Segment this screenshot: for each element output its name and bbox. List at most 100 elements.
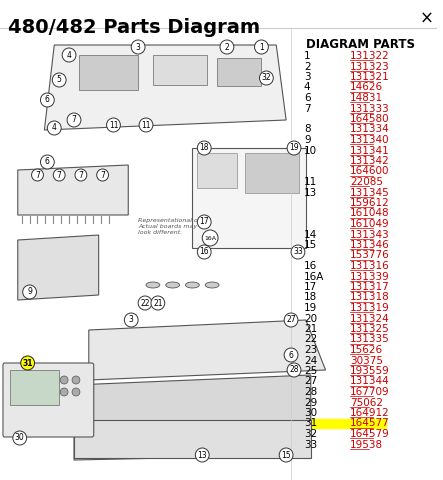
Text: 33: 33: [293, 248, 303, 256]
Text: 131321: 131321: [350, 72, 390, 82]
Text: 21: 21: [153, 299, 163, 308]
Text: 18: 18: [304, 292, 317, 302]
Text: 18: 18: [199, 144, 209, 153]
Ellipse shape: [166, 282, 179, 288]
Text: 131318: 131318: [350, 292, 390, 302]
Ellipse shape: [186, 282, 199, 288]
Text: 21: 21: [304, 324, 317, 334]
Text: 7: 7: [35, 170, 40, 180]
Circle shape: [197, 141, 211, 155]
Text: 131346: 131346: [350, 240, 390, 250]
Text: 15: 15: [281, 451, 291, 459]
Text: 22085: 22085: [350, 177, 383, 187]
Text: 131340: 131340: [350, 135, 390, 145]
Text: 19: 19: [289, 144, 299, 153]
Text: 7: 7: [100, 170, 105, 180]
Text: 14831: 14831: [350, 93, 383, 103]
Circle shape: [260, 71, 273, 85]
Circle shape: [60, 388, 68, 396]
Circle shape: [72, 376, 80, 384]
Circle shape: [291, 245, 305, 259]
Text: 14626: 14626: [350, 83, 383, 93]
Circle shape: [67, 113, 81, 127]
Circle shape: [60, 376, 68, 384]
Text: 6: 6: [289, 350, 294, 360]
Text: 9: 9: [27, 288, 32, 297]
Polygon shape: [18, 235, 99, 300]
Text: 164579: 164579: [350, 429, 390, 439]
Text: 7: 7: [72, 116, 77, 124]
FancyBboxPatch shape: [217, 58, 261, 86]
Circle shape: [139, 118, 153, 132]
Text: 1: 1: [259, 43, 264, 51]
Text: 131345: 131345: [350, 188, 390, 197]
Text: 28: 28: [304, 387, 317, 397]
Text: 27: 27: [286, 315, 296, 324]
Circle shape: [97, 169, 109, 181]
Circle shape: [23, 285, 36, 299]
Polygon shape: [18, 165, 128, 215]
Text: 30375: 30375: [350, 356, 383, 365]
Text: 13: 13: [304, 188, 317, 197]
Circle shape: [287, 363, 301, 377]
Text: 33: 33: [304, 440, 317, 449]
Text: 131333: 131333: [350, 104, 390, 113]
Text: 16A: 16A: [304, 272, 324, 281]
Text: 11: 11: [141, 120, 151, 130]
Text: 31: 31: [23, 359, 33, 368]
Text: 164577: 164577: [350, 419, 390, 429]
Circle shape: [197, 245, 211, 259]
Text: 2: 2: [225, 43, 229, 51]
Text: 131324: 131324: [350, 313, 390, 324]
Circle shape: [284, 313, 298, 327]
FancyBboxPatch shape: [79, 55, 138, 90]
Ellipse shape: [205, 282, 219, 288]
Text: 17: 17: [199, 217, 209, 227]
Circle shape: [72, 388, 80, 396]
Text: 15: 15: [304, 240, 317, 250]
Text: 29: 29: [304, 397, 317, 408]
Text: 19538: 19538: [350, 440, 383, 449]
Circle shape: [47, 121, 61, 135]
Text: 30: 30: [15, 433, 25, 443]
Circle shape: [195, 448, 209, 462]
Text: 25: 25: [304, 366, 317, 376]
Text: 14: 14: [304, 229, 317, 240]
Text: 11: 11: [109, 120, 118, 130]
Text: 16: 16: [199, 248, 209, 256]
Text: 3: 3: [136, 43, 140, 51]
FancyBboxPatch shape: [153, 55, 207, 85]
Circle shape: [40, 155, 54, 169]
Polygon shape: [74, 375, 311, 460]
FancyBboxPatch shape: [197, 153, 237, 188]
Text: 4: 4: [52, 123, 57, 132]
Text: 4: 4: [304, 83, 311, 93]
FancyBboxPatch shape: [245, 153, 299, 193]
Circle shape: [197, 215, 211, 229]
Circle shape: [287, 141, 301, 155]
Text: 75062: 75062: [350, 397, 383, 408]
Text: 23: 23: [304, 345, 317, 355]
FancyBboxPatch shape: [74, 420, 311, 458]
Text: 22: 22: [304, 335, 317, 345]
Polygon shape: [44, 45, 286, 130]
Text: 131334: 131334: [350, 124, 390, 134]
Text: 131344: 131344: [350, 376, 390, 386]
Text: 16: 16: [304, 261, 317, 271]
Circle shape: [53, 169, 65, 181]
Text: 131317: 131317: [350, 282, 390, 292]
Text: 8: 8: [304, 124, 311, 134]
Text: 7: 7: [78, 170, 83, 180]
Text: 6: 6: [45, 157, 50, 167]
Text: 7: 7: [57, 170, 62, 180]
Circle shape: [13, 431, 27, 445]
Text: 131319: 131319: [350, 303, 390, 313]
Text: 4: 4: [66, 50, 71, 60]
Text: 17: 17: [304, 282, 317, 292]
Text: 1: 1: [304, 51, 311, 61]
Text: 19: 19: [304, 303, 317, 313]
Text: 131341: 131341: [350, 145, 390, 156]
Ellipse shape: [146, 282, 160, 288]
Text: 32: 32: [304, 429, 317, 439]
Text: 131316: 131316: [350, 261, 390, 271]
